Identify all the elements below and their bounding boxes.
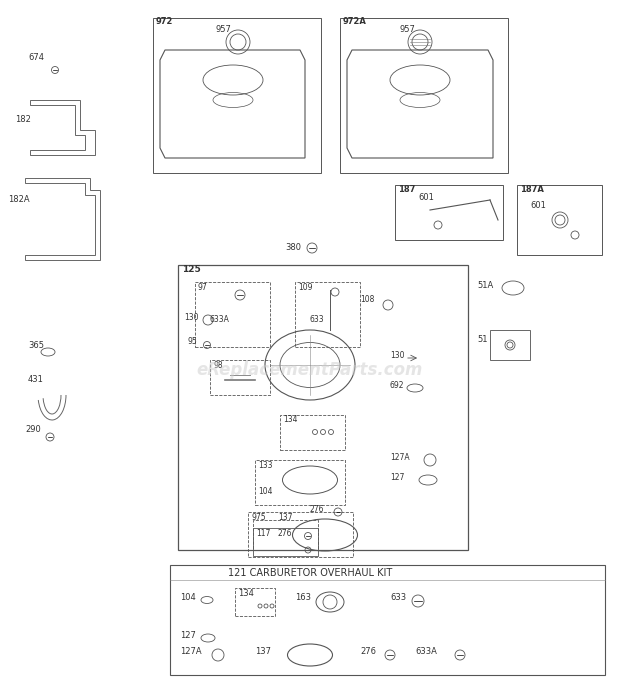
Text: 108: 108 — [360, 295, 374, 304]
Bar — [195, 282, 270, 347]
Text: 692: 692 — [390, 380, 404, 389]
Text: 117: 117 — [256, 529, 270, 538]
Text: 431: 431 — [28, 376, 44, 385]
Text: 104: 104 — [258, 487, 273, 496]
Text: 121 CARBURETOR OVERHAUL KIT: 121 CARBURETOR OVERHAUL KIT — [228, 568, 392, 578]
Text: 601: 601 — [530, 200, 546, 209]
Bar — [153, 18, 321, 173]
Text: 957: 957 — [215, 26, 231, 35]
Text: 276: 276 — [278, 529, 293, 538]
Text: 51: 51 — [477, 335, 487, 344]
Text: 104: 104 — [180, 593, 196, 602]
Text: 290: 290 — [25, 426, 41, 435]
Bar — [340, 18, 508, 173]
Text: 182A: 182A — [8, 195, 30, 204]
Text: 365: 365 — [28, 340, 44, 349]
Text: 95: 95 — [188, 337, 198, 346]
Text: 633: 633 — [310, 315, 325, 324]
Text: 127: 127 — [390, 473, 404, 482]
Text: 134: 134 — [283, 416, 298, 425]
Text: 137: 137 — [255, 647, 271, 656]
Text: 633A: 633A — [415, 647, 437, 656]
Bar — [255, 460, 345, 505]
Text: 187A: 187A — [520, 186, 544, 195]
Text: 125: 125 — [182, 265, 201, 274]
Text: 633A: 633A — [210, 315, 230, 324]
Bar — [170, 565, 605, 675]
Text: eReplacementParts.com: eReplacementParts.com — [197, 361, 423, 379]
Bar — [295, 282, 360, 347]
Text: 380: 380 — [285, 243, 301, 252]
Text: 975: 975 — [251, 513, 265, 522]
Text: 972A: 972A — [343, 17, 367, 26]
Text: 97: 97 — [198, 283, 208, 292]
Bar — [248, 512, 353, 557]
Text: 276: 276 — [310, 505, 324, 514]
Text: 972: 972 — [156, 17, 174, 26]
Text: 127A: 127A — [180, 647, 202, 656]
Bar — [235, 588, 275, 616]
Text: 127A: 127A — [390, 453, 410, 462]
Bar — [178, 265, 468, 550]
Text: 276: 276 — [360, 647, 376, 656]
Text: 674: 674 — [28, 53, 44, 62]
Text: 182: 182 — [15, 116, 31, 125]
Bar — [253, 528, 318, 556]
Text: 130: 130 — [184, 313, 198, 322]
Text: 109: 109 — [298, 283, 312, 292]
Bar — [280, 415, 345, 450]
Text: 137: 137 — [278, 513, 293, 522]
Text: 163: 163 — [295, 593, 311, 602]
Text: 127: 127 — [180, 631, 196, 640]
Bar — [517, 185, 602, 255]
Bar — [253, 520, 318, 550]
Text: 98: 98 — [213, 360, 223, 369]
Bar — [395, 185, 503, 240]
Text: 133: 133 — [258, 461, 273, 469]
Text: 601: 601 — [418, 193, 434, 202]
Text: 187: 187 — [398, 186, 415, 195]
Text: 134: 134 — [238, 588, 254, 597]
Bar — [210, 360, 270, 395]
Text: 957: 957 — [400, 26, 416, 35]
Text: 633: 633 — [390, 593, 406, 602]
Text: 51A: 51A — [477, 281, 494, 290]
Text: 130: 130 — [390, 351, 404, 360]
